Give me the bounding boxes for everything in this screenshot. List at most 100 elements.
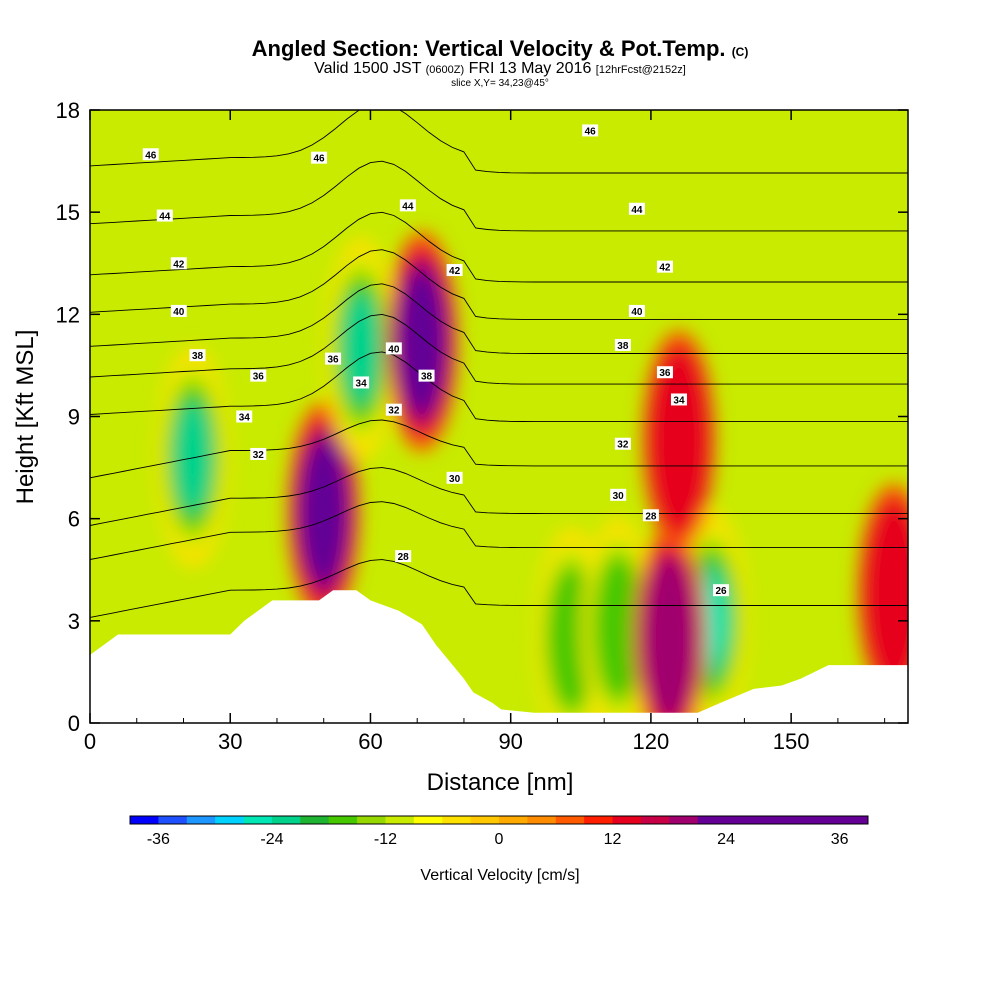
x-tick-label: 30 [218,729,242,754]
y-tick-label: 15 [56,200,80,225]
colorbar-swatch [470,816,500,824]
theta-contour [90,419,908,479]
contour-label: 28 [395,550,412,563]
colorbar-swatch [726,816,755,824]
colorbar-swatch [697,816,727,824]
svg-text:34: 34 [239,413,251,424]
colorbar-swatch [442,816,472,824]
colorbar-swatch [754,816,784,824]
contour-label: 34 [236,410,253,424]
colorbar: -36 -24 -12 0 12 24 36 [129,815,869,848]
colorbar-swatch [612,816,642,824]
colorbar-swatch [811,816,841,824]
svg-text:30: 30 [449,474,461,485]
colorbar-swatch [782,816,812,824]
terrain [90,590,908,723]
contour-label: 28 [642,509,659,522]
x-tick-label: 90 [498,729,522,754]
svg-text:44: 44 [631,205,643,216]
svg-text:40: 40 [173,307,185,318]
svg-text:38: 38 [421,372,433,383]
theta-contour [90,110,908,174]
velocity-cell [593,553,643,702]
contour-label: 46 [142,148,159,161]
contour-label: 38 [418,369,435,383]
colorbar-swatch [527,816,557,824]
svg-text:44: 44 [402,201,414,212]
x-axis-label: Distance [nm] [427,769,574,796]
colorbar-label: Vertical Velocity [cm/s] [420,867,579,884]
y-axis-label: Height [Kft MSL] [12,330,39,505]
colorbar-tick-label: 0 [495,831,504,848]
velocity-cell [861,496,908,691]
svg-text:46: 46 [585,126,597,137]
colorbar-swatch [357,816,386,824]
velocity-cell [646,343,711,538]
contour-label: 34 [353,376,370,389]
contour-label: 42 [170,257,187,270]
svg-text:44: 44 [159,212,171,223]
svg-text:26: 26 [715,586,727,597]
svg-text:38: 38 [192,351,204,362]
y-tick-label: 6 [68,507,80,532]
contour-label: 32 [250,447,267,461]
theta-contour [90,283,908,354]
theta-contour [90,313,908,385]
plot-background [90,110,908,723]
svg-text:40: 40 [631,307,643,318]
svg-text:36: 36 [328,355,340,366]
theta-contour [90,467,908,526]
colorbar-tick-label: 36 [831,831,849,848]
velocity-cell [311,478,336,545]
svg-text:42: 42 [449,266,461,277]
colorbar-swatch [555,816,585,824]
colorbar-tick-label: -24 [260,831,283,848]
svg-text:42: 42 [173,259,185,270]
colorbar-swatch [385,816,415,824]
colorbar-tick-label: 12 [604,831,622,848]
velocity-cell [173,401,213,514]
y-tick-label: 18 [56,98,80,123]
x-tick-label: 60 [358,729,382,754]
theta-contour [90,559,908,618]
contour-label: 40 [170,304,187,318]
svg-text:36: 36 [253,372,265,383]
contour-label: 44 [628,202,645,216]
theta-contour [90,351,908,423]
contour-label: 30 [610,488,627,502]
svg-text:32: 32 [617,440,629,451]
contour-label: 40 [628,304,645,318]
svg-text:32: 32 [388,406,400,417]
chart-subtitle: Valid 1500 JST (0600Z) FRI 13 May 2016 [… [314,60,686,77]
colorbar-swatch [271,816,301,824]
contour-label: 36 [250,369,267,383]
colorbar-swatch [413,816,443,824]
contour-label: 42 [656,260,673,274]
contour-label: 32 [385,403,402,417]
svg-text:28: 28 [398,552,410,563]
theta-contour [90,160,908,232]
svg-text:32: 32 [253,450,265,461]
contour-label: 40 [385,342,402,355]
svg-text:40: 40 [388,344,400,355]
colorbar-tick-label: 24 [717,831,735,848]
colorbar-swatch [328,816,358,824]
contour-label: 34 [670,393,687,406]
colorbar-swatch [499,816,528,824]
svg-text:34: 34 [356,378,368,389]
contour-label: 32 [614,437,631,451]
velocity-cell [641,553,698,723]
colorbar-swatch [584,816,614,824]
contour-label: 36 [325,352,342,366]
slice-info: slice X,Y= 34,23@45° [451,78,549,89]
svg-text:38: 38 [617,341,629,352]
y-tick-label: 0 [68,711,80,736]
svg-text:36: 36 [659,368,671,379]
svg-text:34: 34 [673,395,685,406]
svg-text:46: 46 [145,150,157,161]
x-tick-label: 0 [84,729,96,754]
y-tick-label: 3 [68,609,80,634]
theta-contour [90,501,908,560]
contour-label: 38 [614,338,631,352]
